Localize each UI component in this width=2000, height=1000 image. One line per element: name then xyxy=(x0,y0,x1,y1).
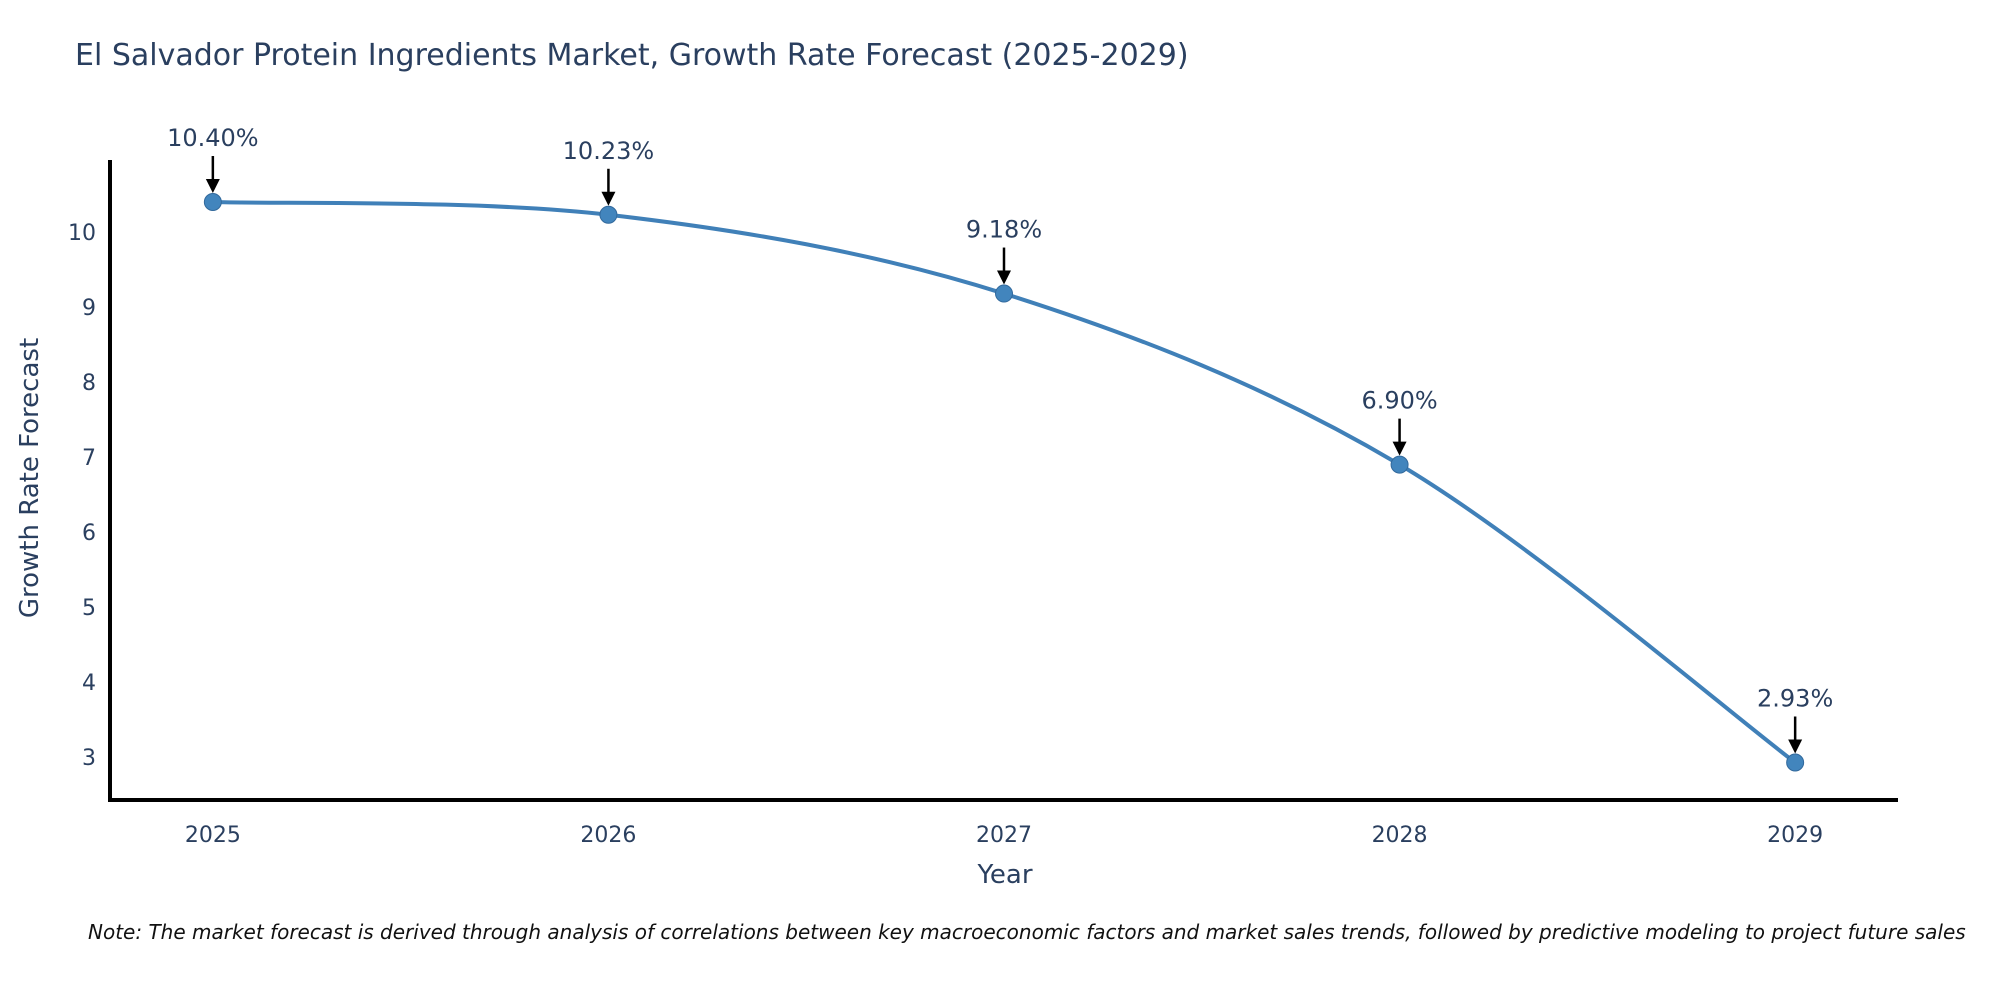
x-axis-title: Year xyxy=(977,860,1033,890)
annotation-arrowhead xyxy=(997,270,1011,285)
data-point-marker xyxy=(1390,455,1409,474)
y-tick-label: 5 xyxy=(82,596,96,621)
x-tick-label: 2027 xyxy=(976,823,1032,848)
x-tick-label: 2029 xyxy=(1767,823,1823,848)
chart-title: El Salvador Protein Ingredients Market, … xyxy=(75,38,1189,73)
x-tick-label: 2026 xyxy=(580,823,636,848)
y-tick-label: 3 xyxy=(82,746,96,771)
x-tick-label: 2028 xyxy=(1372,823,1428,848)
data-point-marker xyxy=(995,284,1013,303)
data-point-marker xyxy=(203,193,222,212)
y-axis-title: Growth Rate Forecast xyxy=(15,337,45,619)
annotation-arrowhead xyxy=(601,191,616,206)
data-point-marker xyxy=(599,205,618,224)
footnote: Note: The market forecast is derived thr… xyxy=(88,920,1966,944)
annotation-arrowhead xyxy=(1392,441,1407,456)
forecast-line xyxy=(210,200,1798,765)
y-tick-label: 7 xyxy=(82,446,96,471)
y-tick-label: 9 xyxy=(82,296,96,321)
annotation-label: 10.23% xyxy=(563,137,655,165)
annotation-label: 2.93% xyxy=(1757,684,1833,712)
y-tick-label: 8 xyxy=(82,371,96,396)
y-tick-label: 4 xyxy=(82,671,96,696)
x-tick-label: 2025 xyxy=(185,823,241,848)
y-tick-label: 10 xyxy=(68,221,96,246)
annotation-label: 10.40% xyxy=(167,124,259,152)
y-tick-label: 6 xyxy=(82,521,96,546)
annotation-label: 6.90% xyxy=(1361,387,1437,415)
annotation-arrowhead xyxy=(205,179,220,194)
annotation-label: 9.18% xyxy=(966,216,1042,244)
data-point-marker xyxy=(1786,753,1805,772)
annotation-arrowhead xyxy=(1788,739,1803,754)
